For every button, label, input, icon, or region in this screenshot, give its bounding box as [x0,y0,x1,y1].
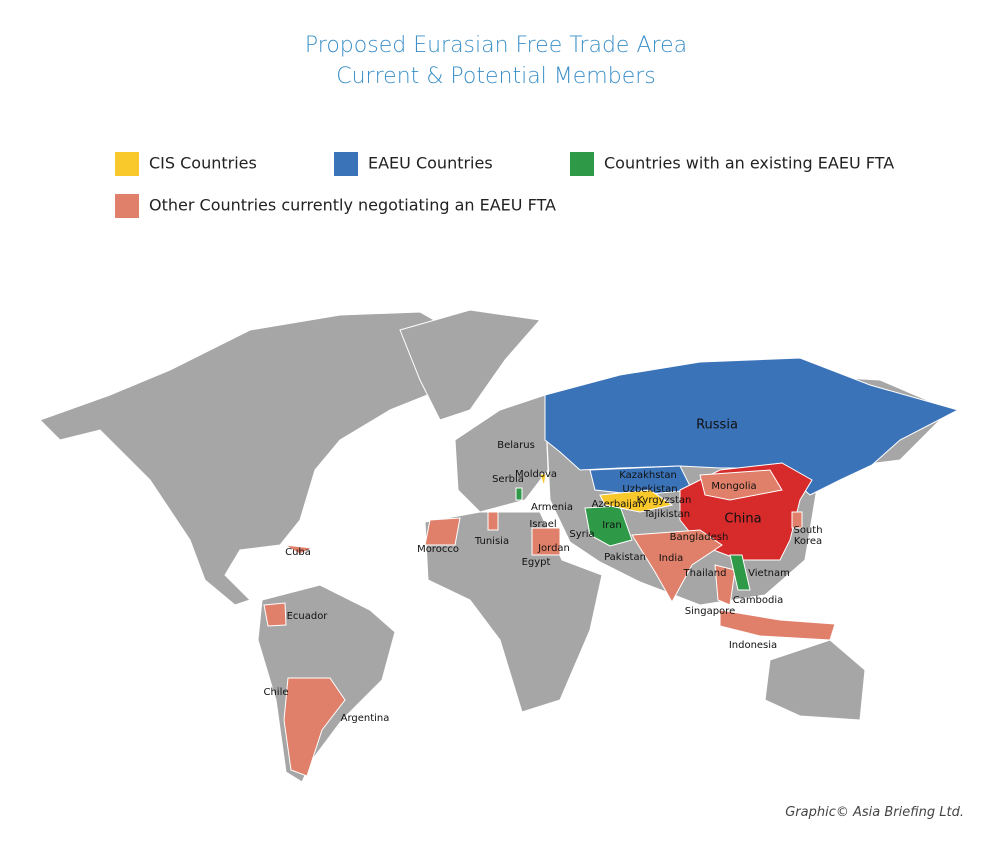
country-label: China [724,512,761,527]
country-label: Korea [794,536,822,547]
ecuador [263,602,287,627]
country-label: Tajikistan [643,509,690,520]
indonesia [719,609,836,641]
legend-label: EAEU Countries [368,154,493,173]
country-label: Syria [569,529,594,540]
country-label: Kazakhstan [619,470,677,481]
country-label: Kyrgyzstan [637,495,692,506]
country-label: Jordan [537,543,570,554]
vietnam [729,554,751,591]
south-korea [791,511,803,529]
legend-swatch [570,152,594,176]
europe [454,394,549,513]
russia [544,357,960,496]
country-label: South [793,525,822,536]
legend-swatch [115,194,139,218]
greenland [399,309,541,421]
country-label: Argentina [341,713,390,724]
world-map [39,309,960,783]
cuba [284,544,314,555]
country-label: Indonesia [729,640,777,651]
kazakhstan [589,465,693,496]
africa [424,511,603,713]
country-label: Israel [529,519,556,530]
country-label: Armenia [531,502,573,513]
southeast-asia [714,564,736,606]
legend-swatch [115,152,139,176]
country-label: Tunisia [474,536,509,547]
country-label: Cambodia [733,595,784,606]
country-label: Uzbekistan [622,484,677,495]
country-label: Mongolia [711,481,756,492]
australia [764,639,866,721]
north-america [39,311,461,606]
legend-swatch [334,152,358,176]
country-label: Cuba [285,547,311,558]
country-label: Thailand [683,568,727,579]
moldova [539,473,547,487]
legend-label: CIS Countries [149,154,257,173]
country-label: Serbia [492,474,524,485]
country-label: Vietnam [748,568,790,579]
country-label: Azerbaijan [592,499,645,510]
country-label: Egypt [522,557,551,568]
argentina-chile [283,677,346,777]
country-label: Singapore [685,606,735,617]
legend-label: Other Countries currently negotiating an… [149,196,556,215]
serbia [515,487,523,501]
country-label: Pakistan [604,552,646,563]
country-labels: Russia Belarus Kazakhstan Moldova Uzbeki… [263,418,822,725]
country-label: Russia [696,418,738,433]
country-label: Bangladesh [670,532,729,543]
mongolia [699,469,783,501]
country-label: Moldova [515,469,557,480]
egypt [531,527,561,556]
country-label: Morocco [417,544,459,555]
country-label: Belarus [497,440,535,451]
legend-label: Countries with an existing EAEU FTA [604,154,894,173]
country-label: Ecuador [287,611,329,622]
morocco [424,517,461,546]
title: Current & Potential Members [336,64,655,89]
tunisia [487,511,499,531]
country-label: India [659,553,684,564]
credit: Graphic© Asia Briefing Ltd. [785,805,964,820]
central-asia-cis [599,489,674,513]
country-label: Iran [602,520,622,531]
india [631,529,723,604]
country-label: Chile [263,687,288,698]
title: Proposed Eurasian Free Trade Area [305,33,687,58]
